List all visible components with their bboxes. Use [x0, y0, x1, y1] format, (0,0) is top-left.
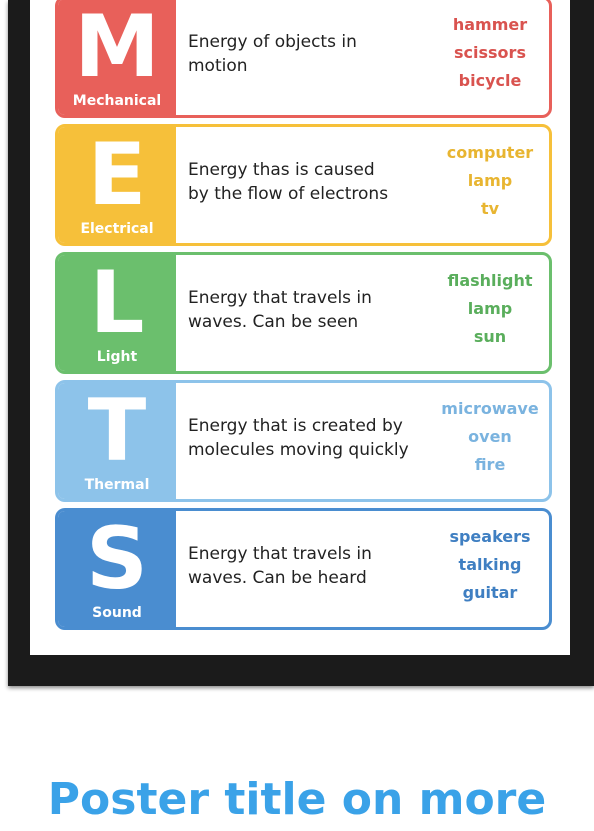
- description: Energy that is created by molecules movin…: [188, 414, 409, 462]
- category: Thermal: [84, 477, 150, 493]
- category: Sound: [92, 605, 142, 621]
- example: flashlight: [447, 271, 533, 290]
- example: speakers: [449, 527, 531, 546]
- example: fire: [474, 455, 506, 474]
- energy-row: L Light Energy that travels in waves. Can b…: [55, 252, 552, 374]
- examples: hammer scissors bicycle: [435, 11, 545, 95]
- letter: M: [74, 0, 160, 97]
- example: microwave: [441, 399, 539, 418]
- description-line: molecules moving quickly: [188, 440, 409, 460]
- example: hammer: [452, 15, 528, 34]
- energy-row: S Sound Energy that travels in waves. Can b…: [55, 508, 552, 630]
- description: Energy of objects in motion: [188, 30, 357, 78]
- description: Energy that travels in waves. Can be seen: [188, 286, 372, 334]
- description-line: waves. Can be seen: [188, 312, 359, 332]
- example: sun: [473, 327, 507, 346]
- description: Energy thas is caused by the flow of elec…: [188, 158, 388, 206]
- description: Energy that travels in waves. Can be hear…: [188, 542, 372, 590]
- energy-row: M Mechanical Energy of objects in motion ham…: [55, 0, 552, 118]
- description-line: Energy that travels in: [188, 544, 372, 564]
- examples: flashlight lamp sun: [435, 267, 545, 351]
- description-line: motion: [188, 56, 248, 76]
- letter-block: T Thermal: [58, 383, 176, 499]
- example: lamp: [467, 171, 513, 190]
- example: guitar: [462, 583, 518, 602]
- description-line: by the flow of electrons: [188, 184, 389, 204]
- examples: microwave oven fire: [435, 395, 545, 479]
- example: bicycle: [458, 71, 522, 90]
- description-line: Energy of objects in: [188, 32, 357, 52]
- letter: T: [87, 381, 147, 481]
- example: scissors: [454, 43, 526, 62]
- examples: speakers talking guitar: [435, 523, 545, 607]
- letter: E: [87, 125, 147, 225]
- example: lamp: [467, 299, 513, 318]
- letter-block: L Light: [58, 255, 176, 371]
- description-line: Energy that is created by: [188, 416, 403, 436]
- letter-block: E Electrical: [58, 127, 176, 243]
- examples: computer lamp tv: [435, 139, 545, 223]
- example: tv: [480, 199, 500, 218]
- description-line: waves. Can be heard: [188, 568, 367, 588]
- letter: S: [86, 509, 148, 609]
- caption: Poster title on more: [47, 774, 547, 825]
- letter-block: M Mechanical: [58, 0, 176, 115]
- description-line: Energy thas is caused: [188, 160, 375, 180]
- letter-block: S Sound: [58, 511, 176, 627]
- category: Light: [96, 349, 138, 365]
- example: computer: [446, 143, 534, 162]
- letter: L: [89, 253, 145, 353]
- description-line: Energy that travels in: [188, 288, 372, 308]
- energy-row: T Thermal Energy that is created by molecul…: [55, 380, 552, 502]
- example: oven: [468, 427, 512, 446]
- category: Mechanical: [72, 93, 162, 109]
- example: talking: [458, 555, 522, 574]
- category: Electrical: [80, 221, 154, 237]
- energy-row: E Electrical Energy thas is caused by the f…: [55, 124, 552, 246]
